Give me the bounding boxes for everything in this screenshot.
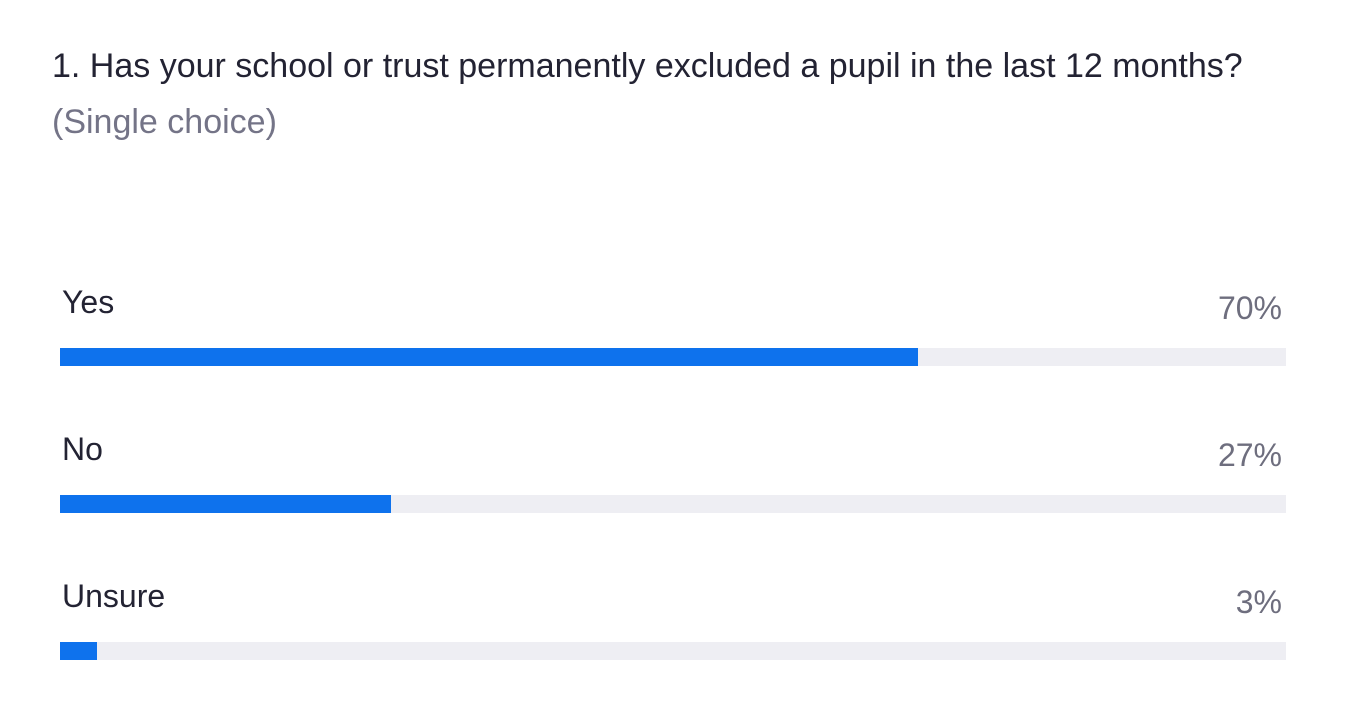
bar xyxy=(60,495,392,513)
answer-row: Unsure 3% xyxy=(60,578,1286,678)
answer-row: No 27% xyxy=(60,431,1286,531)
bar xyxy=(60,642,97,660)
answer-row: Yes 70% xyxy=(60,284,1286,384)
value-label: 70% xyxy=(1217,290,1282,326)
bar-track xyxy=(60,348,1286,366)
question-text: 1. Has your school or trust permanently … xyxy=(52,47,1243,85)
question: 1. Has your school or trust permanently … xyxy=(52,38,1302,150)
answer-label: Yes xyxy=(62,284,115,320)
question-type: (Single choice) xyxy=(52,103,277,141)
value-label: 3% xyxy=(1235,584,1282,620)
bar-track xyxy=(60,642,1286,660)
value-label: 27% xyxy=(1217,437,1282,473)
bar-track xyxy=(60,495,1286,513)
answer-label: Unsure xyxy=(62,578,166,614)
bar xyxy=(60,348,919,366)
answer-label: No xyxy=(62,431,103,467)
